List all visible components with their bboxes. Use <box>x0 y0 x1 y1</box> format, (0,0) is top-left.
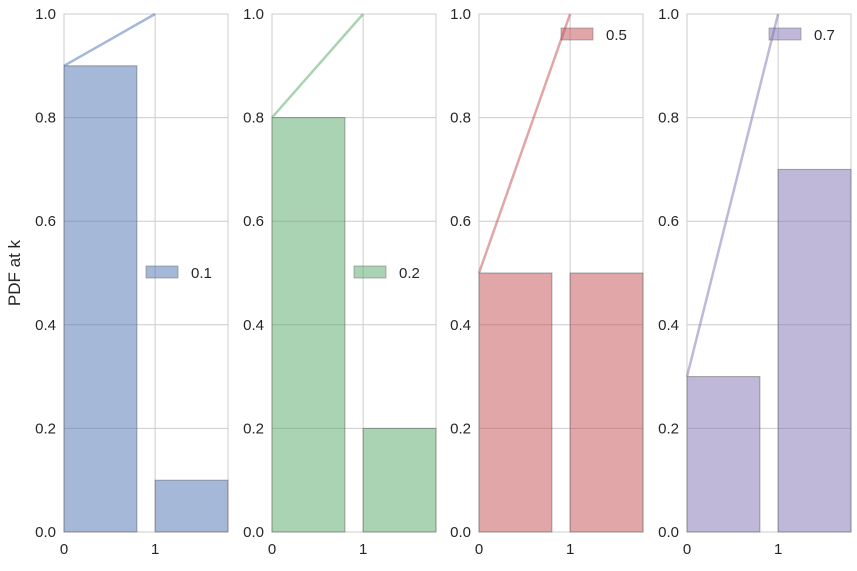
y-tick-label: 0.8 <box>658 110 679 127</box>
legend-swatch <box>768 27 802 41</box>
y-tick-label: 0.8 <box>450 110 471 127</box>
y-tick-label: 0.2 <box>450 420 471 437</box>
bar <box>686 376 761 533</box>
y-tick-label: 0.2 <box>658 420 679 437</box>
y-tick-label: 0.0 <box>243 524 264 541</box>
bar <box>777 168 852 533</box>
y-tick-label: 0.6 <box>243 213 264 230</box>
y-tick-label: 0.0 <box>35 524 56 541</box>
y-tick-label: 0.6 <box>35 213 56 230</box>
y-tick-label: 1.0 <box>450 6 471 23</box>
y-tick-label: 0.8 <box>35 110 56 127</box>
x-tick-label: 1 <box>151 541 159 558</box>
legend-label: 0.5 <box>606 27 627 44</box>
series-line <box>685 13 780 377</box>
y-tick-label: 0.8 <box>243 110 264 127</box>
legend-swatch <box>353 265 387 279</box>
series-line <box>477 13 572 274</box>
y-tick-label: 0.4 <box>450 317 471 334</box>
bar <box>362 427 437 533</box>
y-tick-label: 0.0 <box>658 524 679 541</box>
y-tick-label: 1.0 <box>35 6 56 23</box>
series-line <box>63 12 156 67</box>
legend-label: 0.7 <box>814 27 835 44</box>
x-tick-label: 0 <box>60 541 68 558</box>
x-tick-label: 0 <box>683 541 691 558</box>
legend-swatch <box>145 265 179 279</box>
bar <box>154 479 229 533</box>
x-tick-label: 0 <box>268 541 276 558</box>
subplot-3: 0.0 0.2 0.4 0.6 0.8 1.0 0 1 0.5 <box>450 6 644 558</box>
bar <box>271 117 346 533</box>
y-tick-label: 0.4 <box>658 317 679 334</box>
legend-label: 0.2 <box>399 265 420 282</box>
y-tick-label: 0.2 <box>35 420 56 437</box>
y-tick-label: 1.0 <box>243 6 264 23</box>
y-axis-label: PDF at k <box>5 239 24 306</box>
subplot-2: 0.0 0.2 0.4 0.6 0.8 1.0 0 1 0.2 <box>243 6 437 558</box>
series-line <box>271 13 365 119</box>
y-tick-label: 0.6 <box>450 213 471 230</box>
y-tick-label: 0.4 <box>243 317 264 334</box>
bar <box>478 272 553 533</box>
y-tick-label: 0.6 <box>658 213 679 230</box>
y-tick-label: 0.2 <box>243 420 264 437</box>
legend-swatch <box>560 27 594 41</box>
x-tick-label: 0 <box>475 541 483 558</box>
subplot-1: 0.0 0.2 0.4 0.6 0.8 1.0 0 1 0.1 PDF at k <box>5 6 229 558</box>
x-tick-label: 1 <box>566 541 574 558</box>
x-tick-label: 1 <box>359 541 367 558</box>
subplot-4: 0.0 0.2 0.4 0.6 0.8 1.0 0 1 0.7 <box>658 6 852 558</box>
y-tick-label: 0.4 <box>35 317 56 334</box>
x-tick-label: 1 <box>774 541 782 558</box>
bar <box>569 272 644 533</box>
y-tick-label: 0.0 <box>450 524 471 541</box>
legend-label: 0.1 <box>191 265 212 282</box>
bar <box>63 65 138 533</box>
y-tick-label: 1.0 <box>658 6 679 23</box>
